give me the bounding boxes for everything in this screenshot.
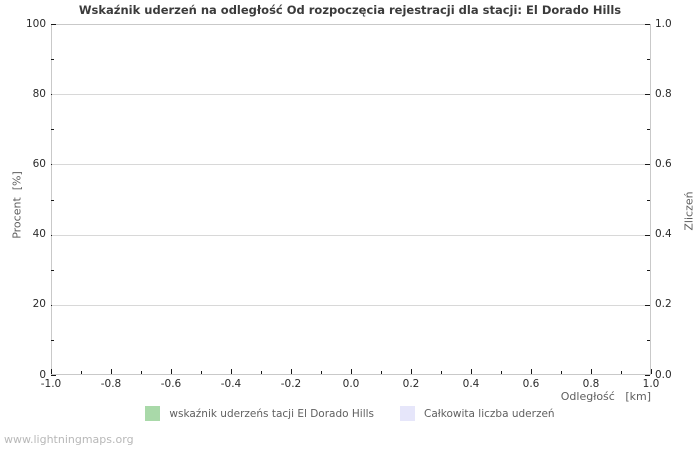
y-right-minor-tick [647, 129, 650, 131]
y-right-tick-label: 0.0 [655, 368, 672, 381]
x-tick-label: -0.8 [100, 378, 122, 390]
x-major-tick [651, 369, 652, 374]
y-left-minor-tick [51, 59, 54, 61]
legend-swatch [145, 406, 161, 421]
x-minor-tick [441, 371, 442, 374]
x-major-tick [531, 369, 532, 374]
x-minor-tick [321, 371, 322, 374]
plot-area [51, 24, 651, 375]
x-tick-label: 0.0 [342, 378, 360, 390]
x-tick-label: 0.2 [402, 378, 420, 390]
x-axis-title: Odległość [km] [560, 390, 651, 403]
x-tick-label: 0.8 [582, 378, 600, 390]
x-tick-label: 0.6 [522, 378, 540, 390]
y-left-minor-tick [51, 269, 54, 271]
x-minor-tick [261, 371, 262, 374]
y-left-minor-tick [51, 199, 54, 201]
x-tick-label: 1.0 [642, 378, 660, 390]
gridline [52, 304, 650, 306]
legend-swatch [400, 406, 416, 421]
x-major-tick [51, 369, 52, 374]
y-left-tick-label: 80 [32, 87, 46, 100]
y-right-major-tick [645, 94, 650, 96]
y-right-major-tick [645, 164, 650, 166]
x-tick-label: -0.4 [220, 378, 242, 390]
gridline [52, 164, 650, 166]
x-major-tick [411, 369, 412, 374]
right-axis-title: Zliczeń [682, 191, 696, 231]
x-major-tick [351, 369, 352, 374]
y-right-minor-tick [647, 339, 650, 341]
y-left-major-tick [51, 24, 56, 25]
y-right-tick-label: 0.4 [655, 228, 672, 241]
legend-item: Całkowita liczba uderzeń [400, 406, 555, 421]
x-major-tick [471, 369, 472, 374]
y-left-tick-label: 20 [32, 298, 46, 311]
legend-item: wskaźnik uderzeńs tacji El Dorado Hills [145, 406, 374, 421]
y-right-tick-label: 0.2 [655, 298, 672, 311]
y-left-tick-label: 40 [32, 228, 46, 241]
y-right-major-tick [645, 24, 650, 25]
y-right-minor-tick [647, 59, 650, 61]
y-left-tick-label: 60 [32, 157, 46, 170]
chart-title: Wskaźnik uderzeń na odległość Od rozpocz… [78, 3, 622, 17]
y-right-major-tick [645, 234, 650, 236]
x-major-tick [111, 369, 112, 374]
x-major-tick [231, 369, 232, 374]
legend: wskaźnik uderzeńs tacji El Dorado Hills C… [0, 406, 700, 421]
y-right-minor-tick [647, 199, 650, 201]
x-minor-tick [81, 371, 82, 374]
y-left-tick-label: 100 [25, 17, 46, 30]
y-right-tick-label: 0.6 [655, 157, 672, 170]
gridline [52, 94, 650, 96]
x-minor-tick [561, 371, 562, 374]
y-right-tick-label: 1.0 [655, 17, 672, 30]
x-tick-label: -1.0 [40, 378, 62, 390]
x-tick-label: -0.2 [280, 378, 302, 390]
y-left-major-tick [51, 375, 56, 376]
x-tick-label: 0.4 [462, 378, 480, 390]
watermark-text: www.lightningmaps.org [4, 433, 134, 446]
x-minor-tick [201, 371, 202, 374]
x-minor-tick [141, 371, 142, 374]
y-right-tick-label: 0.8 [655, 87, 672, 100]
x-major-tick [591, 369, 592, 374]
x-major-tick [171, 369, 172, 374]
legend-label: wskaźnik uderzeńs tacji El Dorado Hills [169, 407, 375, 420]
legend-label: Całkowita liczba uderzeń [424, 407, 555, 420]
x-tick-label: -0.6 [160, 378, 182, 390]
x-minor-tick [621, 371, 622, 374]
x-minor-tick [381, 371, 382, 374]
y-right-minor-tick [647, 269, 650, 271]
x-minor-tick [501, 371, 502, 374]
y-right-major-tick [645, 375, 650, 376]
gridline [52, 234, 650, 236]
y-left-minor-tick [51, 129, 54, 131]
y-right-major-tick [645, 304, 650, 306]
x-major-tick [291, 369, 292, 374]
y-left-tick-label: 0 [39, 368, 46, 381]
y-left-minor-tick [51, 339, 54, 341]
